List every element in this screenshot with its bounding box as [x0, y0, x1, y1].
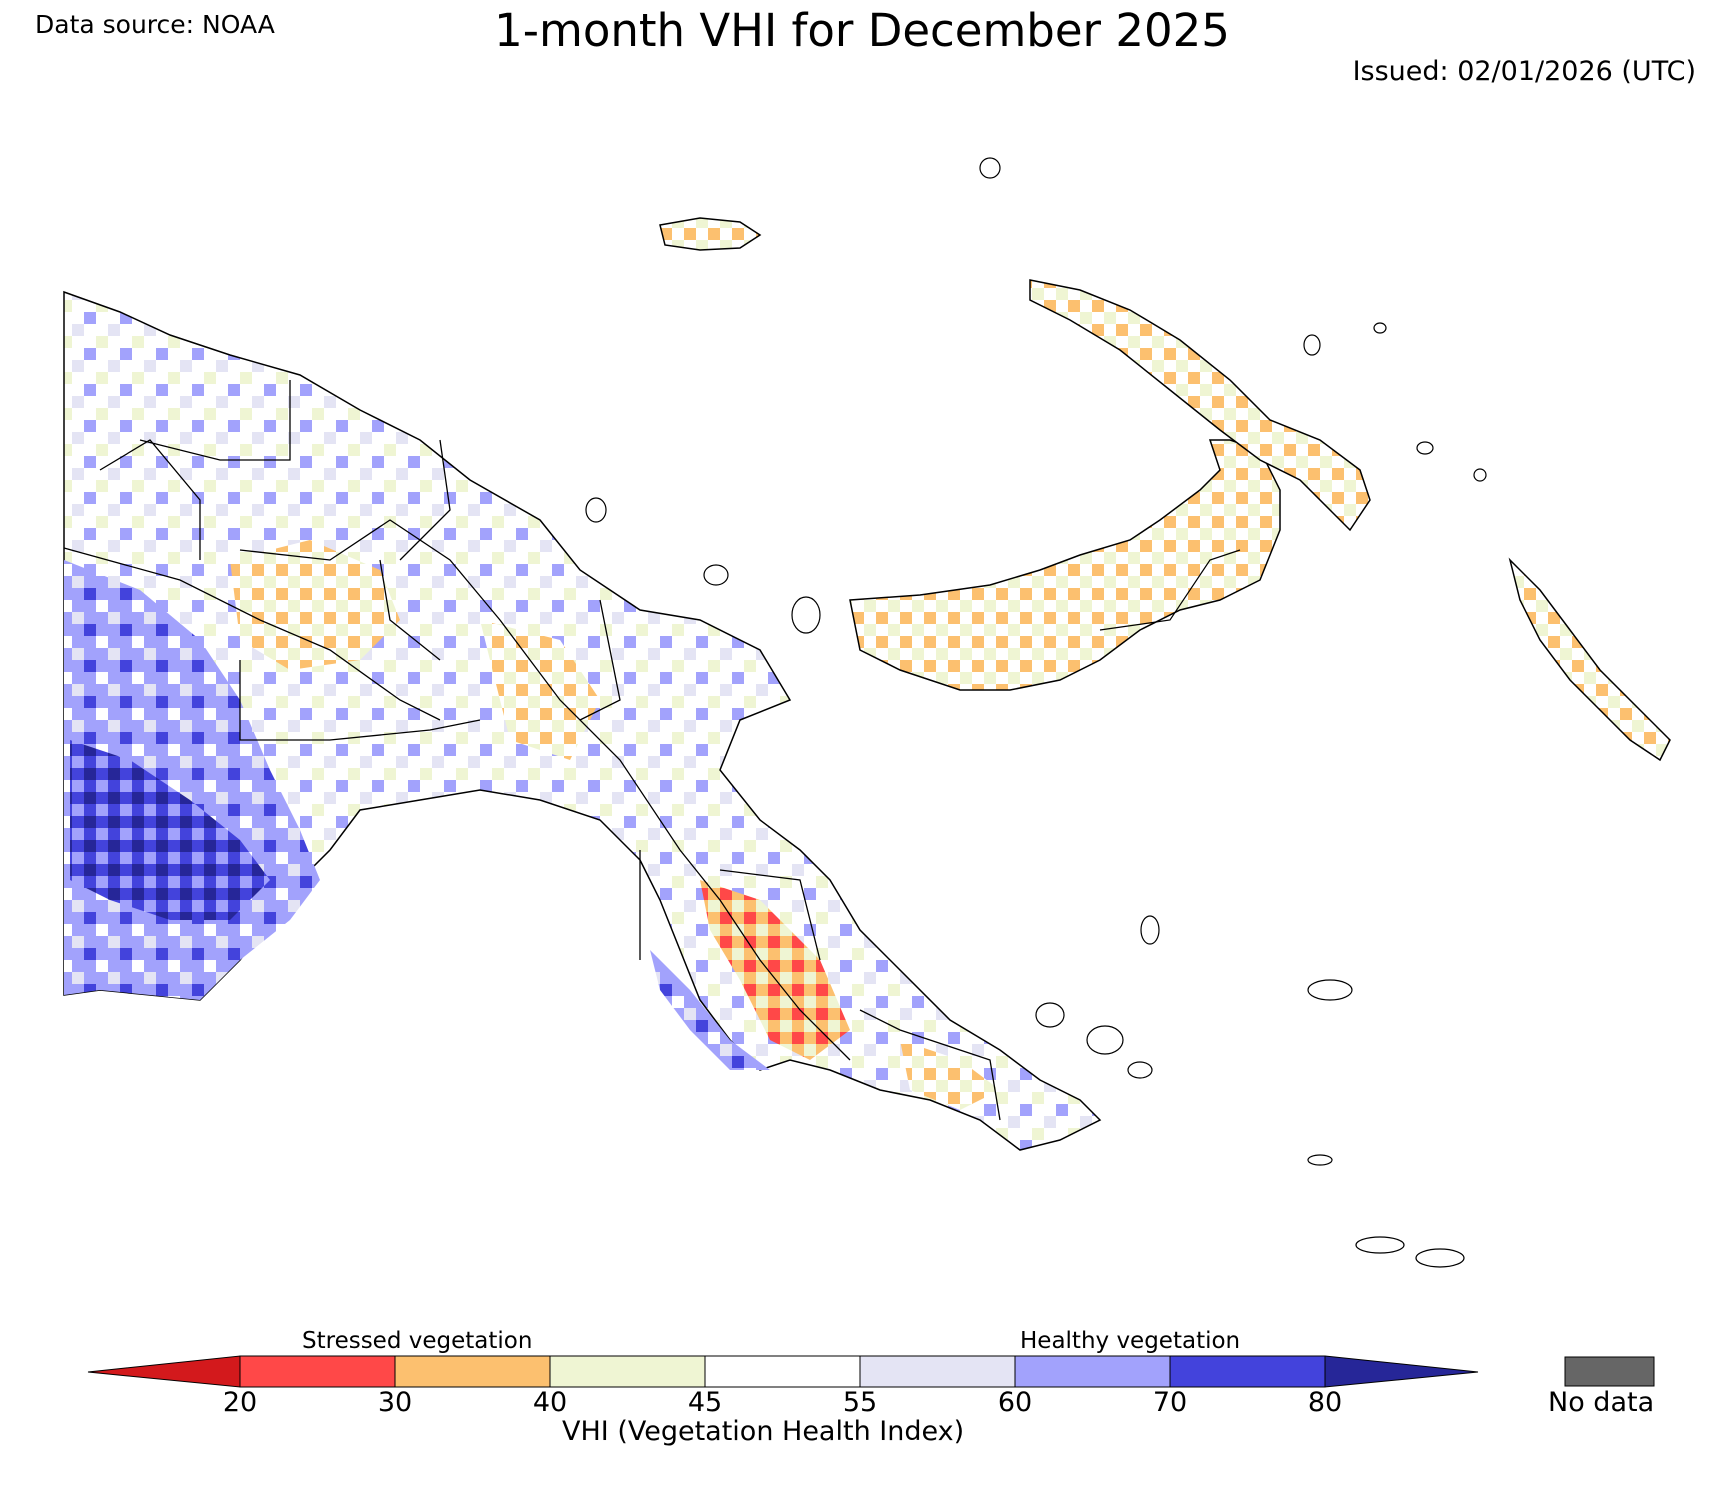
southcoast-healthy-zone — [650, 950, 770, 1070]
stressed-vegetation-label: Stressed vegetation — [302, 1328, 533, 1354]
colorbar-extend-high — [1324, 1355, 1479, 1388]
map-title: 1-month VHI for December 2025 — [494, 4, 1230, 57]
data-source-label: Data source: NOAA — [35, 10, 275, 39]
colorbar-bin-40-45 — [549, 1355, 706, 1388]
colorbar-extend-low — [87, 1355, 241, 1388]
island-nissan — [1473, 468, 1487, 482]
new-britain-border — [1099, 549, 1241, 631]
tick-label: 55 — [842, 1387, 878, 1418]
issued-date: Issued: 02/01/2026 (UTC) — [1352, 56, 1696, 87]
highlands-warm-zone — [230, 540, 400, 670]
island-trobriand — [1140, 915, 1160, 945]
colorbar-bin-55-60 — [859, 1355, 1016, 1388]
island-rossel — [1415, 1248, 1465, 1268]
no-data-swatch — [1564, 1356, 1655, 1387]
island-karkar — [585, 497, 607, 523]
bougainville-island — [1508, 557, 1671, 762]
island-misima — [1307, 1154, 1333, 1166]
island-mussau — [979, 157, 1001, 179]
tick-label: 80 — [1307, 1387, 1343, 1418]
mainland-region — [63, 290, 1102, 1151]
island-long — [703, 564, 729, 586]
no-data-label: No data — [1548, 1387, 1655, 1418]
new-ireland-island — [1029, 279, 1371, 532]
island-lihir — [1303, 334, 1321, 356]
tick-label: 40 — [532, 1387, 568, 1418]
tick-label: 45 — [687, 1387, 723, 1418]
fly-river-deep-zone — [70, 740, 270, 920]
island-normanby — [1127, 1061, 1153, 1079]
healthy-vegetation-label: Healthy vegetation — [1020, 1328, 1241, 1354]
island-umboi — [791, 596, 821, 634]
tick-label: 30 — [377, 1387, 413, 1418]
colorbar-title: VHI (Vegetation Health Index) — [562, 1416, 965, 1447]
colorbar-bin-60-70 — [1014, 1355, 1171, 1388]
tick-label: 60 — [997, 1387, 1033, 1418]
island-tabar — [1416, 441, 1434, 455]
island-fergusson — [1086, 1025, 1124, 1055]
province-borders — [63, 380, 1001, 1121]
new-britain-island — [849, 439, 1281, 691]
tick-label: 70 — [1152, 1387, 1188, 1418]
manus-island — [659, 217, 762, 251]
eastern-highlands-warm-zone — [480, 620, 600, 760]
tick-label: 20 — [222, 1387, 258, 1418]
island-tanga — [1373, 322, 1387, 334]
colorbar-bin-70-80 — [1169, 1355, 1326, 1388]
peninsula-stressed-zone — [700, 880, 850, 1060]
small-islands — [585, 157, 1487, 1268]
island-goodenough — [1035, 1002, 1065, 1028]
colorbar — [87, 1355, 1655, 1388]
island-tagula — [1355, 1236, 1405, 1254]
colorbar-bin-45-55 — [704, 1355, 861, 1388]
colorbar-bin-30-40 — [394, 1355, 551, 1388]
colorbar-bin-20-30 — [239, 1355, 396, 1388]
island-woodlark — [1307, 979, 1353, 1001]
southeast-warm-zone — [900, 1040, 1000, 1110]
